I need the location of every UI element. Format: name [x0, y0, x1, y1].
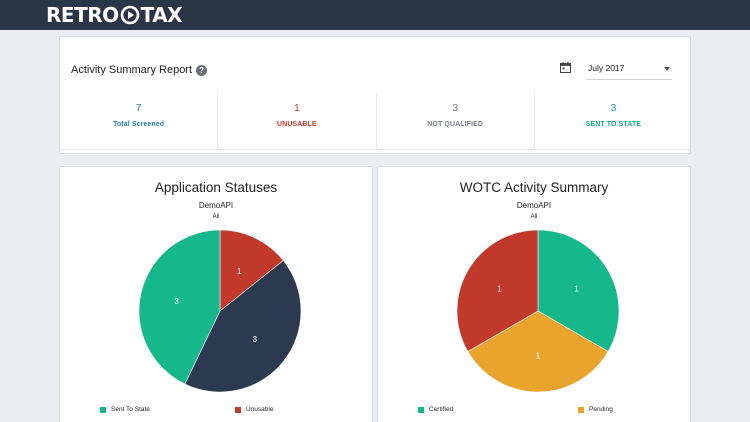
stat-sent-to-state[interactable]: 3 SENT TO STATE: [535, 93, 692, 149]
pie-slice-pending[interactable]: [467, 310, 609, 393]
stat-value: 3: [452, 102, 459, 114]
pie-slice-value-label: 1: [574, 285, 579, 294]
legend-label: Pending: [589, 406, 613, 413]
chart-filter-label: All: [530, 214, 538, 220]
legend-label: Sent To State: [111, 406, 150, 413]
pie-slice-unlabeled-2[interactable]: [456, 229, 539, 352]
month-select[interactable]: July 2017: [586, 63, 672, 80]
pie-slice-sent-to-state[interactable]: [138, 229, 221, 385]
stat-value: 3: [610, 102, 617, 114]
calendar-icon[interactable]: [560, 62, 571, 73]
logo-text-right: TAX: [140, 3, 183, 27]
chart-subtitle: DemoAPI: [516, 201, 552, 210]
top-navigation-bar: RETRO TAX: [0, 0, 750, 30]
pie-slice-value-label: 1: [497, 285, 502, 294]
legend-label: Unusable: [246, 406, 274, 413]
legend-swatch: [578, 406, 584, 413]
stat-total-screened[interactable]: 7 Total Screened: [60, 93, 219, 149]
legend-swatch: [235, 406, 241, 413]
pie-slice-value-label: 3: [253, 335, 258, 344]
pie-slice-value-label: 3: [174, 297, 179, 306]
application-statuses-pie: 1 3 3: [138, 229, 302, 393]
chart-subtitle: DemoAPI: [198, 201, 234, 210]
legend-item-sent-to-state[interactable]: Sent To State: [100, 406, 150, 413]
activity-summary-card: Activity Summary Report ? July 2017 7 To…: [59, 36, 692, 154]
chart-title: WOTC Activity Summary: [459, 180, 609, 195]
pie-slice-certified[interactable]: [537, 229, 620, 352]
logo-text-left: RETRO: [46, 3, 119, 27]
legend-label: Certified: [429, 406, 454, 413]
play-icon: [120, 5, 139, 25]
help-icon[interactable]: ?: [196, 64, 208, 76]
legend-item-unusable[interactable]: Unusable: [235, 406, 273, 413]
legend-item-pending[interactable]: Pending: [578, 406, 613, 413]
legend-swatch: [418, 406, 424, 413]
stat-label: SENT TO STATE: [585, 121, 642, 128]
stat-label: Total Screened: [113, 121, 165, 128]
pie-slice-value-label: 1: [237, 267, 242, 276]
stat-label: NOT QUALIFIED: [427, 121, 483, 128]
stat-unusable[interactable]: 1 UNUSABLE: [218, 93, 377, 149]
chart-title: Application Statuses: [154, 180, 278, 195]
stats-row: 7 Total Screened 1 UNUSABLE 3 NOT QUALIF…: [60, 93, 692, 149]
legend-swatch: [100, 406, 106, 413]
retrotax-logo[interactable]: RETRO TAX: [46, 3, 183, 27]
pie-slice-unusable[interactable]: [219, 229, 284, 312]
stat-value: 7: [135, 102, 142, 114]
pie-slice-value-label: 1: [536, 352, 541, 361]
chart-filter-label: All: [212, 214, 220, 220]
stat-label: UNUSABLE: [277, 121, 317, 128]
application-statuses-card: Application Statuses DemoAPI All 1 3 3 Sen…: [59, 166, 373, 422]
wotc-activity-summary-card: WOTC Activity Summary DemoAPI All 1 1 1 Ce…: [377, 166, 691, 422]
divider: [60, 149, 692, 150]
stat-value: 1: [293, 102, 300, 114]
month-select-value: July 2017: [588, 63, 625, 73]
summary-title: Activity Summary Report: [71, 64, 193, 76]
chevron-down-icon: [664, 67, 670, 71]
pie-slice-unlabeled-1[interactable]: [184, 260, 302, 393]
legend-item-certified[interactable]: Certified: [418, 406, 453, 413]
stat-not-qualified[interactable]: 3 NOT QUALIFIED: [377, 93, 535, 149]
summary-title-row: Activity Summary Report ?: [71, 64, 208, 76]
wotc-activity-pie: 1 1 1: [456, 229, 620, 393]
